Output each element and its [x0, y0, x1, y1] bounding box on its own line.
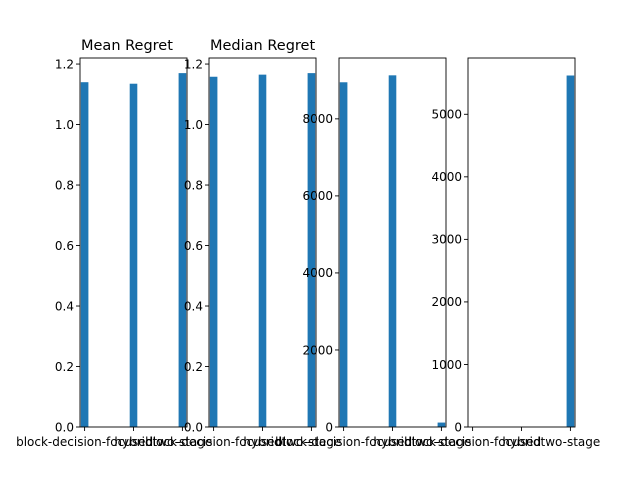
x-tick-label: two-stage [153, 435, 213, 449]
y-tick-label: 4000 [302, 266, 333, 280]
x-tick-label: hybrid [502, 435, 540, 449]
y-tick-label: 0.4 [184, 299, 203, 313]
y-tick-label: 1.0 [55, 118, 74, 132]
bar-hybrid [388, 75, 397, 427]
y-tick-label: 1.2 [55, 57, 74, 71]
bar-hybrid [129, 83, 138, 428]
y-tick-label: 0.2 [55, 360, 74, 374]
y-tick-label: 8000 [302, 112, 333, 126]
subplot-3: 0 2000 4000 6000 8000 block-decision-focusedh… [275, 57, 472, 449]
x-tick-label: two-stage [282, 435, 342, 449]
subplot-title: Mean Regret [81, 38, 173, 54]
subplot-title: Median Regret [210, 38, 315, 54]
x-tick-label: block-decision-focused [404, 435, 541, 449]
y-tick-label: 5000 [431, 108, 462, 122]
y-tick-label: 0.4 [55, 299, 74, 313]
bar-two-stage [307, 73, 316, 428]
bar-two-stage [178, 73, 187, 428]
y-tick-label: 1.0 [184, 118, 203, 132]
y-tick-label: 0.6 [184, 239, 203, 253]
x-tick-label: block-decision-focused [16, 435, 153, 449]
y-tick-label: 0.2 [184, 360, 203, 374]
x-tick-label: two-stage [541, 435, 601, 449]
x-tick-label: block-decision-focused [275, 435, 412, 449]
y-tick-label: 0 [325, 420, 333, 434]
bar-hybrid [258, 74, 267, 427]
subplot-2: 0.0 0.2 0.4 0.6 0.8 1.0 1.2 block-decision-focu… [145, 38, 341, 449]
y-tick-label: 3000 [431, 233, 462, 247]
x-tick-label: hybrid [243, 435, 281, 449]
y-tick-label: 2000 [302, 343, 333, 357]
y-tick-label: 4000 [431, 170, 462, 184]
y-tick-label: 0.0 [184, 420, 203, 434]
subplot-4: 0 1000 2000 3000 4000 5000 block-decision-focu… [404, 57, 601, 449]
bar-block-decision-focused [80, 82, 89, 427]
y-tick-label: 0 [454, 420, 462, 434]
y-tick-label: 6000 [302, 189, 333, 203]
subplot-1: 0.0 0.2 0.4 0.6 0.8 1.0 1.2 block-decision-focu… [16, 38, 212, 449]
y-tick-label: 0.8 [55, 178, 74, 192]
y-tick-label: 0.8 [184, 178, 203, 192]
y-tick-label: 2000 [431, 295, 462, 309]
x-tick-label: block-decision-focused [145, 435, 282, 449]
y-tick-label: 1.2 [184, 57, 203, 71]
y-tick-label: 1000 [431, 358, 462, 372]
bar-two-stage [437, 422, 446, 427]
bar-block-decision-focused [209, 76, 218, 427]
bar-block-decision-focused [339, 82, 348, 428]
y-tick-label: 0.0 [55, 420, 74, 434]
x-tick-label: hybrid [114, 435, 152, 449]
bar-two-stage [566, 75, 575, 427]
y-tick-label: 0.6 [55, 239, 74, 253]
x-tick-label: hybrid [373, 435, 411, 449]
x-tick-label: two-stage [412, 435, 472, 449]
